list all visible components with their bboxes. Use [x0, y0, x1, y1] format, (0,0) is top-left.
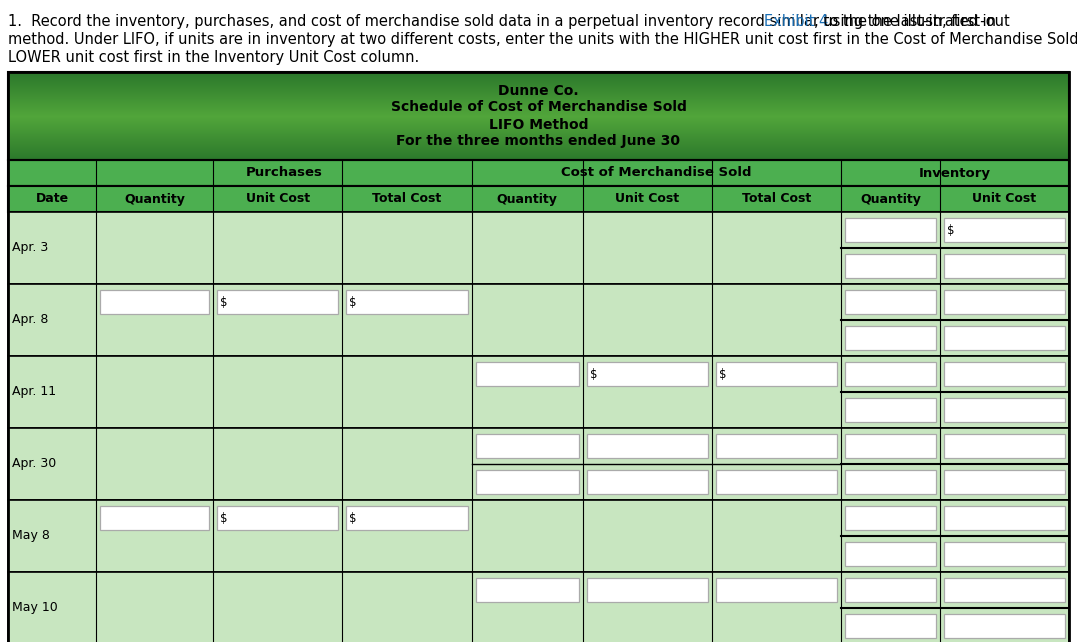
Bar [943, 218, 1065, 242]
Text: Cost of Merchandise Sold: Cost of Merchandise Sold [561, 166, 752, 180]
Bar [943, 290, 1065, 314]
Bar [8, 72, 1069, 160]
Bar [8, 212, 1069, 284]
Bar [943, 470, 1065, 494]
Bar [943, 254, 1065, 278]
Bar [476, 470, 578, 494]
Text: 1.  Record the inventory, purchases, and cost of merchandise sold data in a perp: 1. Record the inventory, purchases, and … [8, 14, 1001, 29]
Text: $: $ [589, 367, 597, 381]
Bar [943, 434, 1065, 458]
Bar [844, 506, 936, 530]
Text: $: $ [349, 512, 356, 525]
Text: method. Under LIFO, if units are in inventory at two different costs, enter the : method. Under LIFO, if units are in inve… [8, 32, 1077, 47]
Bar [587, 470, 708, 494]
Bar [100, 290, 209, 314]
Text: Exhibit 4: Exhibit 4 [765, 14, 828, 29]
Bar [844, 398, 936, 422]
Text: Apr. 11: Apr. 11 [12, 385, 56, 399]
Bar [347, 290, 467, 314]
Bar [8, 572, 1069, 642]
Text: Dunne Co.: Dunne Co. [499, 84, 578, 98]
Bar [943, 326, 1065, 350]
Bar [8, 186, 1069, 212]
Bar [943, 542, 1065, 566]
Text: Apr. 3: Apr. 3 [12, 241, 48, 254]
Bar [943, 578, 1065, 602]
Text: Unit Cost: Unit Cost [973, 193, 1036, 205]
Text: Total Cost: Total Cost [373, 193, 442, 205]
Text: $: $ [349, 295, 356, 309]
Bar [844, 254, 936, 278]
Text: May 8: May 8 [12, 530, 50, 542]
Text: Apr. 30: Apr. 30 [12, 458, 56, 471]
Bar [844, 470, 936, 494]
Bar [716, 362, 837, 386]
Bar [844, 362, 936, 386]
Bar [943, 506, 1065, 530]
Text: Unit Cost: Unit Cost [246, 193, 310, 205]
Text: , using the last-in, first-out: , using the last-in, first-out [814, 14, 1009, 29]
Bar [476, 434, 578, 458]
Bar [8, 500, 1069, 572]
Text: $: $ [947, 223, 954, 236]
Text: LIFO Method: LIFO Method [489, 118, 588, 132]
Text: Quantity: Quantity [124, 193, 185, 205]
Bar [587, 362, 708, 386]
Bar [716, 434, 837, 458]
Text: Unit Cost: Unit Cost [615, 193, 680, 205]
Bar [844, 326, 936, 350]
Bar [844, 578, 936, 602]
Bar [218, 290, 338, 314]
Text: $: $ [220, 295, 227, 309]
Bar [943, 614, 1065, 638]
Bar [8, 356, 1069, 428]
Bar [476, 362, 578, 386]
Text: Date: Date [36, 193, 69, 205]
Text: Purchases: Purchases [246, 166, 322, 180]
Bar [218, 506, 338, 530]
Bar [844, 218, 936, 242]
Bar [100, 506, 209, 530]
Bar [8, 284, 1069, 356]
Text: $: $ [718, 367, 726, 381]
Bar [716, 470, 837, 494]
Bar [844, 542, 936, 566]
Text: May 10: May 10 [12, 602, 58, 614]
Text: Apr. 8: Apr. 8 [12, 313, 48, 327]
Bar [587, 578, 708, 602]
Bar [476, 578, 578, 602]
Text: Schedule of Cost of Merchandise Sold: Schedule of Cost of Merchandise Sold [391, 100, 686, 114]
Bar [844, 434, 936, 458]
Text: Inventory: Inventory [919, 166, 991, 180]
Bar [943, 398, 1065, 422]
Bar [716, 578, 837, 602]
Bar [8, 428, 1069, 500]
Bar [844, 614, 936, 638]
Text: Total Cost: Total Cost [742, 193, 811, 205]
Bar [587, 434, 708, 458]
Text: For the three months ended June 30: For the three months ended June 30 [396, 134, 681, 148]
Text: LOWER unit cost first in the Inventory Unit Cost column.: LOWER unit cost first in the Inventory U… [8, 50, 419, 65]
Text: $: $ [220, 512, 227, 525]
Bar [347, 506, 467, 530]
Text: Quantity: Quantity [859, 193, 921, 205]
Text: Quantity: Quantity [496, 193, 558, 205]
Bar [943, 362, 1065, 386]
Bar [8, 160, 1069, 186]
Bar [844, 290, 936, 314]
